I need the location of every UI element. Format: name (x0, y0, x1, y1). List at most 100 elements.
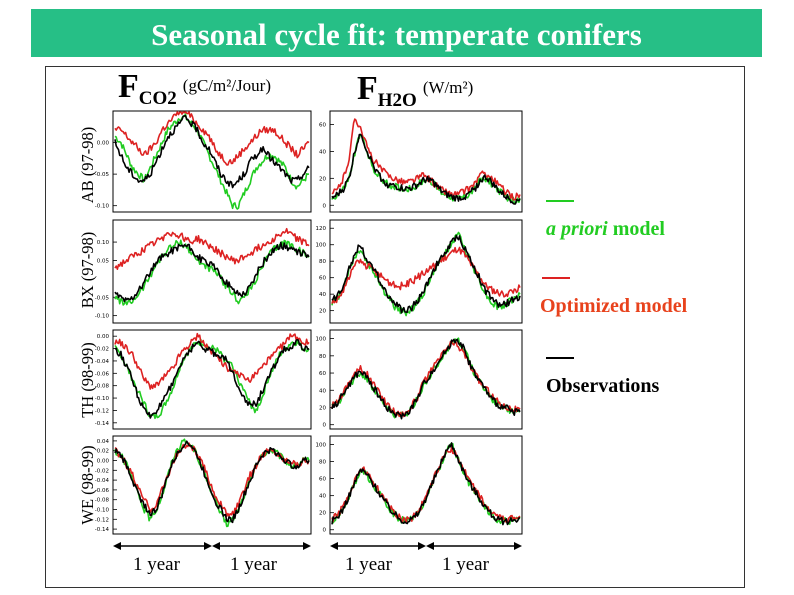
panel-fco2-we: 0.04 0.02 0.00 -0.02 -0.04 -0.06 -0.08 -0.10 -0.… (95, 435, 312, 535)
y-tick-label-3: 40 (319, 388, 326, 394)
y-tick-label-2: 60 (319, 371, 326, 377)
y-tick-label-1: 0.05 (97, 258, 110, 264)
y-tick-label-0: 60 (319, 122, 326, 128)
legend-line-optimized (542, 277, 570, 279)
legend-line-apriori (546, 200, 574, 202)
y-tick-label-3: 60 (319, 276, 326, 282)
panel-frame (329, 110, 523, 213)
y-tick-label-7: -0.10 (95, 508, 110, 514)
y-tick-label-5: 0 (323, 423, 327, 429)
y-tick-label-7: -0.14 (95, 421, 110, 427)
column-unit-tail: C/m²/Jour) (196, 76, 271, 95)
column-main: F (357, 70, 378, 107)
page-title: Seasonal cycle fit: temperate conifers (151, 17, 642, 52)
series-observed-line (331, 234, 521, 314)
legend-optimized: Optimized model (540, 295, 688, 317)
y-tick-label-1: -0.05 (95, 172, 110, 178)
y-tick-label-8: -0.12 (95, 517, 109, 523)
y-tick-label-4: 20 (319, 405, 326, 411)
y-tick-label-2: -0.10 (95, 204, 110, 210)
y-tick-label-4: 40 (319, 292, 326, 298)
y-tick-label-0: 0.04 (97, 439, 110, 445)
panel-frame (329, 435, 523, 535)
series-observed-line (114, 241, 310, 303)
series-optimized-line (114, 111, 310, 166)
y-tick-label-4: 20 (319, 511, 326, 517)
panel-frame (112, 219, 312, 324)
y-tick-label-2: -0.04 (95, 359, 110, 365)
y-tick-label-0: 100 (316, 337, 327, 343)
y-tick-label-5: 20 (319, 309, 326, 315)
arrowhead-right (418, 542, 426, 550)
panel-fh2o-we: 100 80 60 40 20 0 (316, 435, 523, 535)
column-unit: (W/m²) (422, 78, 474, 97)
y-tick-label-0: 0.00 (97, 141, 110, 147)
y-tick-label-0: 120 (316, 226, 327, 232)
series-optimized-line (114, 227, 310, 271)
column-unit: (gC/m²/Jour) (183, 76, 271, 95)
y-tick-label-3: -0.10 (95, 314, 110, 320)
legend-line-observations (546, 357, 574, 359)
series-observed-line (331, 133, 521, 205)
panel-fco2-bx: 0.10 0.05 -0.05 -0.10 (95, 219, 312, 324)
panel-fh2o-th: 100 80 60 40 20 0 (316, 329, 523, 430)
legend-apriori-italic: a priori (546, 218, 608, 240)
series-optimized-line (331, 446, 521, 524)
figure-frame (45, 66, 745, 588)
panel-fco2-th: 0.00 -0.02 -0.04 -0.06 -0.08 -0.10 -0.12 -0.14 (95, 329, 312, 430)
y-tick-label-6: -0.08 (95, 498, 110, 504)
y-tick-label-3: 40 (319, 494, 326, 500)
y-tick-label-2: 60 (319, 477, 326, 483)
y-tick-label-5: -0.10 (95, 396, 110, 402)
year-label-3: 1 year (345, 554, 392, 575)
column-header-h2o: FH2O (W/m²) (357, 70, 474, 111)
arrowhead-left (212, 542, 220, 550)
y-tick-label-4: -0.04 (95, 478, 110, 484)
y-tick-label-3: 0 (323, 203, 327, 209)
y-tick-label-1: 40 (319, 149, 326, 155)
y-tick-label-0: 0.10 (97, 240, 110, 246)
arrowhead-right (514, 542, 522, 550)
panel-fh2o-bx: 120 100 80 60 40 20 (316, 219, 523, 324)
panel-fco2-ab: 0.00 -0.05 -0.10 (95, 110, 312, 213)
y-tick-label-4: -0.08 (95, 384, 110, 390)
y-tick-label-2: 20 (319, 176, 326, 182)
series-observed-line (331, 338, 521, 420)
title-bar: Seasonal cycle fit: temperate conifers (31, 9, 762, 57)
y-tick-label-1: -0.02 (95, 347, 109, 353)
series-apriori-line (114, 239, 310, 306)
column-sub: H2O (377, 90, 417, 111)
series-optimized-line (114, 332, 310, 390)
series-observed-line (331, 442, 521, 526)
legend-apriori: a priori model (546, 218, 665, 241)
arrowhead-left (426, 542, 434, 550)
year-label-4: 1 year (442, 554, 489, 575)
y-tick-label-3: -0.06 (95, 371, 110, 377)
arrowhead-left (330, 542, 338, 550)
y-tick-label-1: 80 (319, 354, 326, 360)
series-optimized-line (331, 246, 521, 304)
arrowhead-right (303, 542, 311, 550)
y-tick-label-2: -0.05 (95, 295, 110, 301)
arrowhead-right (204, 542, 212, 550)
year-label-2: 1 year (230, 554, 277, 575)
y-tick-label-0: 0.00 (97, 334, 110, 340)
column-unit-head: (g (182, 76, 197, 95)
series-observed-line (114, 440, 310, 524)
series-observed-line (114, 338, 310, 419)
column-sub: CO2 (138, 88, 177, 109)
y-tick-label-3: -0.02 (95, 468, 109, 474)
series-optimized-line (331, 118, 521, 201)
column-header-co2: FCO2 (gC/m²/Jour) (118, 68, 271, 109)
year-label-1: 1 year (133, 554, 180, 575)
y-tick-label-5: -0.06 (95, 488, 110, 494)
arrowhead-left (113, 542, 121, 550)
legend-observations: Observations (546, 375, 660, 397)
y-tick-label-6: -0.12 (95, 408, 109, 414)
legend-apriori-rest: model (607, 218, 665, 240)
y-tick-label-2: 0.00 (97, 459, 110, 465)
panel-fh2o-ab: 60 40 20 0 (319, 110, 523, 213)
y-tick-label-1: 0.02 (97, 449, 109, 455)
y-tick-label-1: 80 (319, 460, 326, 466)
